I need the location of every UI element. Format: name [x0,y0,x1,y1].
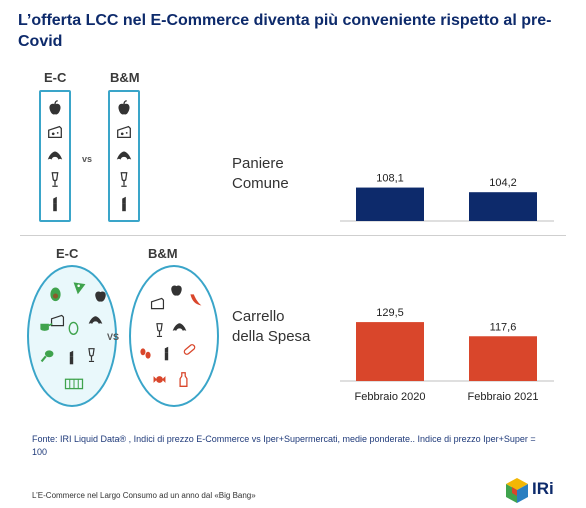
cheese-icon [117,125,131,139]
paniere-bar-1 [356,187,424,221]
category-label-1: Febbraio 2020 [355,391,426,403]
cheese-icon [48,125,62,139]
croissant-icon [88,316,103,324]
croissant-icon [47,151,63,160]
lipstick-icon [122,196,126,212]
teapot-icon [40,323,53,331]
ec-label-bottom: E-C [56,246,79,261]
egg-icon [68,321,79,335]
candy-icon [153,376,166,383]
bm-cart-circle [129,265,219,407]
lipstick-icon [164,346,169,361]
apple-icon [95,291,106,302]
row-label-paniere: Paniere Comune [232,154,289,194]
chicken-leg-icon [40,350,54,363]
wine-glass-icon [51,172,59,187]
apple-icon [49,100,61,115]
chili-pepper-icon [190,294,202,306]
ec-label-top: E-C [44,70,67,85]
paniere-bar-2 [469,192,537,221]
section-divider [20,235,566,236]
wine-glass-icon [120,172,128,187]
croissant-icon [172,323,187,331]
carrello-value-label-2: 117,6 [490,321,517,333]
avocado-icon [50,287,61,302]
carrello-value-label-1: 129,5 [376,307,404,319]
bm-basket-box [108,90,140,222]
vs-label-bottom: VS [107,332,120,342]
bm-label-bottom: B&M [148,246,178,261]
lipstick-icon [53,196,57,212]
lipstick-icon [69,350,74,365]
wine-glass-icon [88,348,95,363]
coffee-beans-icon [140,348,151,359]
pizza-slice-icon [73,282,86,295]
bm-label-top: B&M [110,70,140,85]
ec-cart-circle [27,265,117,407]
category-label-2: Febbraio 2021 [468,391,539,403]
page-title: L’offerta LCC nel E-Commerce diventa più… [18,12,552,50]
bottle-icon [179,372,188,387]
row-label-carrello-line1: Carrello [232,308,285,325]
row-label-carrello-line2: della Spesa [232,328,311,345]
croissant-icon [116,151,132,160]
paniere-value-label-1: 108,1 [376,173,404,185]
cheese-icon [150,297,165,310]
apple-icon [118,100,130,115]
iri-logo-text: IRi [532,479,554,498]
carrello-bar-2 [469,336,537,381]
source-footnote: Fonte: IRI Liquid Data® , Indici di prez… [32,434,536,457]
ec-basket-box [39,90,71,222]
carrello-bar-1 [356,322,424,381]
footer-note: L’E-Commerce nel Largo Consumo ad un ann… [32,491,256,500]
egg-carton-icon [64,378,84,390]
bandage-icon [183,344,196,355]
row-label-carrello: Carrello della Spesa [232,307,310,347]
vs-label-top: vs [82,154,93,164]
apple-icon [171,285,182,296]
iri-logo [506,478,528,503]
row-label-paniere-line1: Paniere [232,155,284,172]
row-label-paniere-line2: Comune [232,175,289,192]
wine-glass-icon [156,323,163,338]
paniere-value-label-2: 104,2 [489,177,517,189]
